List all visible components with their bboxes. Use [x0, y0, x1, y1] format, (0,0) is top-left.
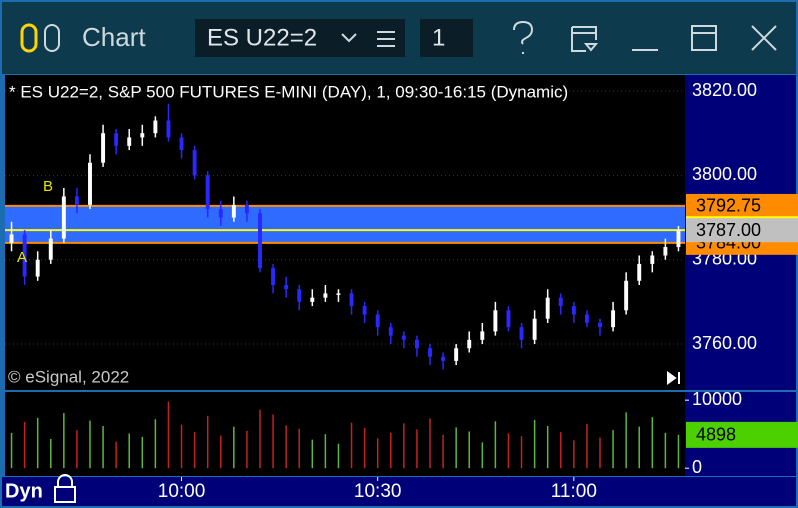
x-tick-label: 11:00	[551, 481, 597, 502]
annotation: B	[43, 178, 53, 195]
price-band	[5, 205, 685, 243]
candle-body	[637, 263, 642, 281]
candle-body	[35, 259, 40, 277]
candle-body	[545, 297, 550, 319]
candle-body	[9, 234, 14, 243]
plot	[5, 90, 689, 481]
link-icon[interactable]	[44, 24, 60, 52]
candle-body	[454, 348, 459, 361]
copyright: © eSignal, 2022	[8, 367, 129, 386]
candle-body	[558, 297, 563, 307]
candle-body	[676, 230, 681, 248]
candle-body	[480, 331, 485, 340]
scroll-end-icon[interactable]	[667, 371, 680, 385]
candle-body	[310, 297, 315, 302]
candle-body	[297, 289, 302, 302]
candle-body	[493, 310, 498, 332]
volume-tick-label: 0	[692, 457, 702, 477]
candle-body	[127, 137, 132, 146]
candle-body	[244, 204, 249, 214]
link-icon[interactable]	[20, 23, 38, 53]
interval-box[interactable]	[420, 19, 473, 57]
y-tick-label: 3800.00	[692, 164, 757, 184]
candle-body	[284, 285, 289, 290]
lock-icon[interactable]	[54, 474, 76, 503]
candle-body	[532, 318, 537, 340]
candle-body	[611, 310, 616, 328]
x-tick-label: 10:00	[158, 481, 206, 502]
candle-body	[441, 356, 446, 361]
candle-body	[414, 339, 419, 349]
candle-body	[663, 247, 668, 256]
candle-body	[519, 327, 524, 340]
candle-body	[218, 209, 223, 218]
time-axis	[2, 477, 796, 506]
price-label-box	[686, 193, 798, 218]
candle-body	[101, 133, 106, 163]
candle-body	[336, 293, 341, 295]
candle-body	[271, 268, 276, 285]
candle-body	[650, 255, 655, 264]
candle-body	[624, 280, 629, 311]
close-icon[interactable]	[751, 25, 777, 51]
candle-body	[140, 133, 145, 138]
footer-label: Dyn	[5, 480, 43, 502]
volume-label: 4898	[696, 425, 736, 445]
candle-body	[179, 137, 184, 151]
candle-body	[61, 196, 66, 239]
price-label: 3787.00	[696, 220, 761, 240]
candle-body	[467, 339, 472, 349]
candle-body	[192, 150, 197, 176]
maximize-icon[interactable]	[691, 25, 717, 51]
candle-body	[74, 196, 79, 205]
y-tick-label: 3820.00	[692, 80, 757, 100]
price-label: 3792.75	[696, 196, 761, 216]
candle-body	[598, 322, 602, 328]
candle-body	[349, 293, 354, 307]
candle-body	[166, 120, 171, 138]
candle-body	[88, 162, 92, 205]
help-icon[interactable]	[513, 20, 534, 54]
candle-body	[401, 335, 406, 340]
candle-body	[388, 327, 393, 336]
symbol-box[interactable]	[195, 19, 405, 57]
candle-body	[506, 310, 511, 328]
candle-body	[323, 293, 328, 298]
candle-body	[258, 213, 262, 269]
window-title: Chart	[82, 22, 146, 52]
price-label-box	[686, 218, 798, 243]
candle-body	[231, 204, 236, 218]
candle-body	[428, 348, 432, 357]
candle-body	[153, 120, 158, 134]
x-tick-label: 10:30	[354, 481, 402, 502]
candle-body	[48, 238, 53, 260]
candle-body	[114, 133, 119, 146]
annotation: A	[17, 249, 27, 266]
chart-title: * ES U22=2, S&P 500 FUTURES E-MINI (DAY)…	[9, 82, 568, 101]
candle-body	[571, 306, 576, 315]
candle-body	[362, 306, 367, 315]
symbol[interactable]: ES U22=2	[207, 24, 317, 51]
volume-label-box	[686, 421, 798, 448]
volume-panel	[5, 392, 685, 476]
menu-icon[interactable]	[377, 31, 395, 47]
candle-body	[375, 314, 380, 328]
last-price-marker	[686, 216, 798, 220]
candle-body	[22, 234, 27, 277]
candle-body	[584, 314, 589, 323]
dropdown-icon[interactable]	[341, 33, 357, 43]
layout-icon[interactable]	[571, 26, 599, 52]
candle-body	[205, 175, 210, 210]
interval[interactable]: 1	[432, 24, 445, 51]
y-tick-label: 3760.00	[692, 333, 757, 353]
volume-tick-label: 10000	[692, 389, 742, 409]
